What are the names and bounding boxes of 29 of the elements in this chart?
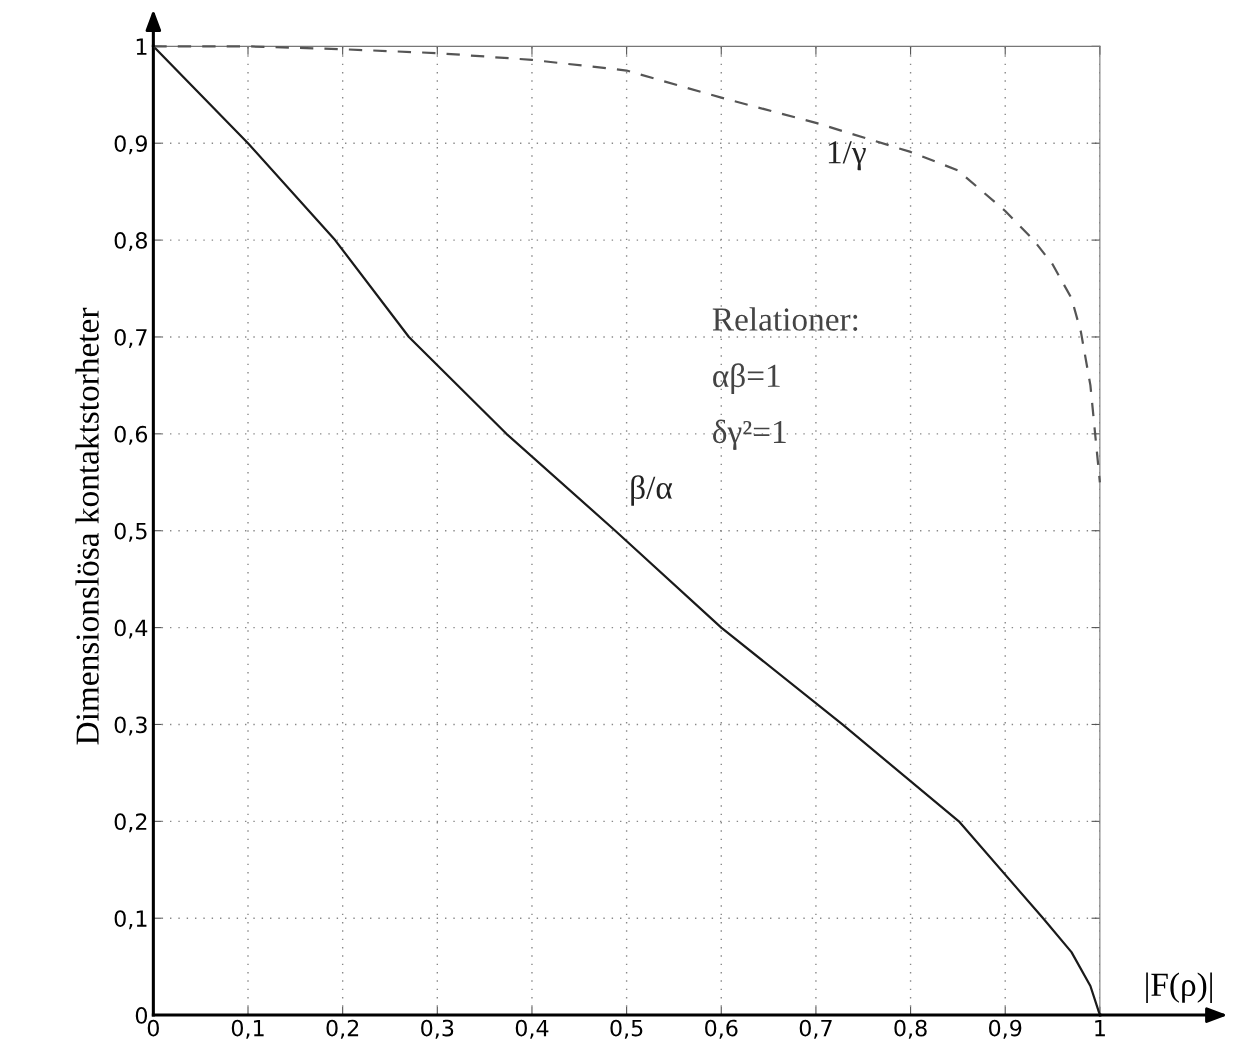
y-tick-label: 0,5 [114,522,147,542]
y-tick-label: 0,9 [114,135,147,155]
x-tick-label: 0,6 [705,1019,738,1039]
x-axis-title: |F(ρ)| [1146,972,1212,1003]
annotation: Relationer: [712,307,858,331]
y-axis-title: Dimensionslösa kontaktstorheter [75,307,99,745]
x-tick-label: 1 [1095,1019,1105,1037]
x-tick-label: 0,7 [799,1019,832,1039]
y-tick-label: 0,7 [114,328,147,348]
y-tick-label: 0,4 [114,619,148,639]
y-tick-label: 0,6 [114,425,148,445]
x-tick-label: 0,2 [326,1019,359,1039]
y-tick-label: 0,8 [114,232,147,252]
y-tick-label: 0 [135,1007,148,1024]
x-tick-label: 0,1 [231,1019,264,1039]
series-label: 1/γ [828,141,866,171]
annotation: δγ²=1 [713,419,786,450]
y-tick-label: 1 [136,38,147,55]
annotation: αβ=1 [713,363,780,394]
x-tick-label: 0 [147,1019,159,1037]
x-tick-label: 0,5 [610,1019,643,1039]
y-tick-label: 0,1 [114,910,147,930]
x-tick-label: 0,3 [421,1019,454,1039]
y-tick-label: 0,3 [114,716,147,736]
y-tick-label: 0,2 [114,813,147,833]
x-tick-label: 0,9 [989,1019,1022,1039]
x-tick-label: 0,8 [894,1019,927,1039]
x-tick-label: 0,4 [515,1019,549,1039]
series-label: β/α [631,475,673,506]
